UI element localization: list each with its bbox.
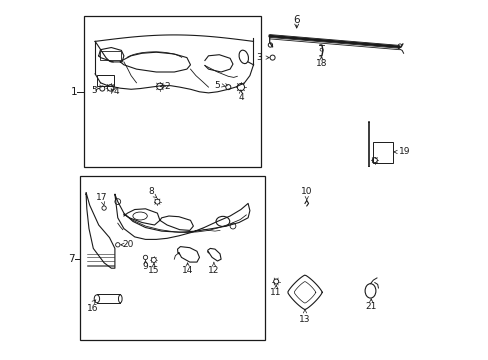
Bar [84,16,260,167]
Text: 4: 4 [113,87,119,96]
Text: 5: 5 [91,86,97,95]
Text: 19: 19 [399,148,410,157]
Bar [100,51,121,60]
Text: 10: 10 [301,187,312,196]
Text: 13: 13 [299,315,310,324]
Text: 1: 1 [71,87,78,97]
Text: 3: 3 [256,53,261,62]
Bar [80,176,264,340]
Text: 12: 12 [208,266,219,275]
Text: 2: 2 [164,82,170,91]
Bar [373,142,392,163]
Text: 11: 11 [270,288,282,297]
Text: 5: 5 [214,81,220,90]
Text: 4: 4 [238,93,244,102]
Text: 7: 7 [67,254,74,264]
Text: 18: 18 [315,59,326,68]
Text: 9: 9 [142,262,147,271]
Bar [97,75,114,86]
Text: 20: 20 [122,240,134,249]
Text: 8: 8 [148,187,153,196]
Text: 6: 6 [293,15,300,25]
Text: 21: 21 [365,302,376,311]
Text: 16: 16 [87,304,98,313]
Text: 17: 17 [95,193,107,202]
Text: 14: 14 [182,266,193,275]
Text: 15: 15 [148,266,159,275]
